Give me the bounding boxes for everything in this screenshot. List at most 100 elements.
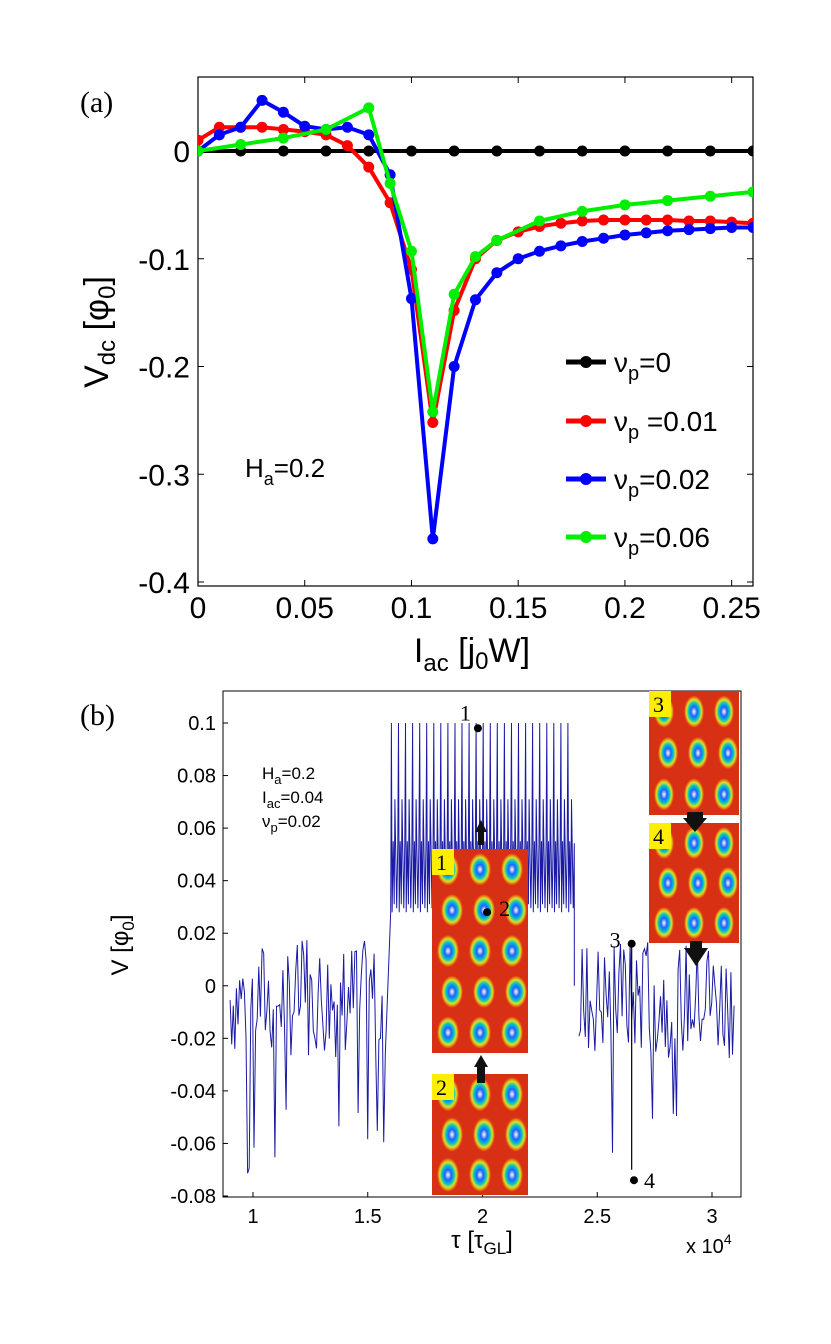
panel-b-ticks: 1 1.5 2 2.5 3 0.1 0.08 0.06 0.04 0.02 0 -0.02 -0.04 -… <box>170 713 717 1228</box>
series-1-point <box>213 121 225 133</box>
y-tick-label: -0.3 <box>138 459 190 492</box>
x-tick-label: 0.1 <box>391 592 433 625</box>
legend-entry-3: νp=0.06 <box>566 522 710 560</box>
x-tick-label: 0.05 <box>276 592 334 625</box>
vortex <box>469 935 491 967</box>
series-3-point <box>534 215 546 227</box>
panel-b-x-multiplier: x 104 <box>686 1231 732 1258</box>
y-tick-label: 0.02 <box>177 923 216 945</box>
inset-2-vortices <box>437 1077 527 1192</box>
transition-arrows <box>474 812 708 1083</box>
series-0-point <box>704 145 716 157</box>
vortex <box>714 778 734 811</box>
panel-b-xlabel: τ [τGL] <box>451 1227 513 1258</box>
series-2-point <box>619 229 631 241</box>
series-0-point <box>277 145 289 157</box>
series-2-point <box>555 240 567 252</box>
series-2-point <box>512 253 524 265</box>
series-1-point <box>427 417 439 429</box>
vortex <box>469 853 491 886</box>
marker-label-1: 1 <box>460 700 471 725</box>
vortex <box>473 975 495 1008</box>
arrow-2-to-1 <box>475 820 487 845</box>
series-0-point <box>662 145 674 157</box>
series-1-point <box>619 214 631 226</box>
series-2-point <box>405 293 417 305</box>
inset-snapshot-3: 3 <box>649 691 739 815</box>
series-3-point <box>277 132 289 144</box>
marker-label-3: 3 <box>610 928 621 953</box>
panel-b-markers: 1 2 3 4 <box>460 700 655 1193</box>
series-3-point <box>662 195 674 207</box>
panel-b-label: (b) <box>80 699 115 732</box>
x-tick-label: 1 <box>247 1206 258 1228</box>
vortex <box>688 737 708 769</box>
series-2-point <box>213 129 225 141</box>
marker-point-2 <box>483 908 492 917</box>
vortex <box>714 907 734 939</box>
vortex <box>714 827 734 859</box>
series-0-point <box>363 145 375 157</box>
series-0-point <box>534 145 546 157</box>
panel-a-series <box>198 94 753 545</box>
series-0-point <box>405 145 417 157</box>
series-1-point <box>704 215 716 227</box>
y-tick-label: -0.02 <box>170 1028 216 1050</box>
series-2-point <box>576 236 588 248</box>
panel-b-ylabel: V [φ0] <box>107 914 138 975</box>
series-2-point <box>256 94 268 106</box>
panel-a-ticks: 0 0.05 0.1 0.15 0.2 0.25 0 -0.1 -0.2 -0.3 -0.4 <box>138 77 761 625</box>
vortex <box>505 894 527 927</box>
vortex <box>501 935 523 967</box>
series-0-point <box>747 145 753 157</box>
vortex <box>501 1016 523 1049</box>
panel-a-ylabel: Vdc [φ0] <box>78 276 121 388</box>
vortex <box>718 867 738 899</box>
marker-label-4: 4 <box>644 1168 655 1193</box>
vortex <box>441 1117 463 1152</box>
panel-a-field-annotation: Ha=0.2 <box>245 453 325 489</box>
x-tick-label: 1.5 <box>354 1206 382 1228</box>
legend-entry-2: νp=0.02 <box>566 464 710 502</box>
svg-text:νp=0: νp=0 <box>614 347 671 385</box>
vortex <box>473 1117 495 1152</box>
series-0-point <box>576 145 588 157</box>
series-2-point <box>470 294 481 306</box>
vortex <box>441 894 463 927</box>
x-tick-label: 2.5 <box>583 1206 611 1228</box>
series-3-point <box>619 199 631 211</box>
vortex <box>441 975 463 1008</box>
svg-text:Ha=0.2: Ha=0.2 <box>262 764 315 787</box>
series-1-point <box>277 123 289 135</box>
y-tick-label: 0.04 <box>177 871 216 893</box>
y-tick-label: -0.08 <box>170 1186 216 1208</box>
inset-3-vortices <box>654 695 738 811</box>
vortex <box>501 853 523 886</box>
svg-text:νp =0.01: νp =0.01 <box>614 406 718 444</box>
series-0-point <box>491 145 503 157</box>
svg-text:νp=0.02: νp=0.02 <box>614 464 710 502</box>
y-tick-label: -0.06 <box>170 1133 216 1155</box>
marker-point-1 <box>473 724 482 733</box>
series-0-point <box>320 145 332 157</box>
series-3-point <box>320 123 332 135</box>
series-2-point <box>491 267 503 279</box>
y-tick-label: -0.1 <box>138 244 190 277</box>
panel-b: (b) 1 1.5 2 2.5 3 0.1 0.08 0.06 0.04 0.02 0 -0.02 -0… <box>80 690 742 1258</box>
x-tick-label: 0.25 <box>702 592 760 625</box>
y-tick-label: -0.4 <box>138 567 190 600</box>
x-tick-label: 3 <box>706 1206 717 1228</box>
x-tick-label: 0.15 <box>489 592 547 625</box>
series-3-point <box>747 186 753 198</box>
series-3-point <box>491 234 503 246</box>
inset-snapshot-2: 2 <box>432 1074 528 1195</box>
x-tick-label: 2 <box>477 1206 488 1228</box>
vortex <box>469 1157 491 1192</box>
svg-text:Iac=0.04: Iac=0.04 <box>262 788 323 811</box>
y-tick-label: 0.06 <box>177 818 216 840</box>
x-tick-label: 0 <box>190 592 207 625</box>
vortex <box>684 827 704 859</box>
inset-4-vortices <box>654 827 738 939</box>
inset-1-label: 1 <box>436 850 447 875</box>
inset-snapshot-4: 4 <box>649 823 739 943</box>
